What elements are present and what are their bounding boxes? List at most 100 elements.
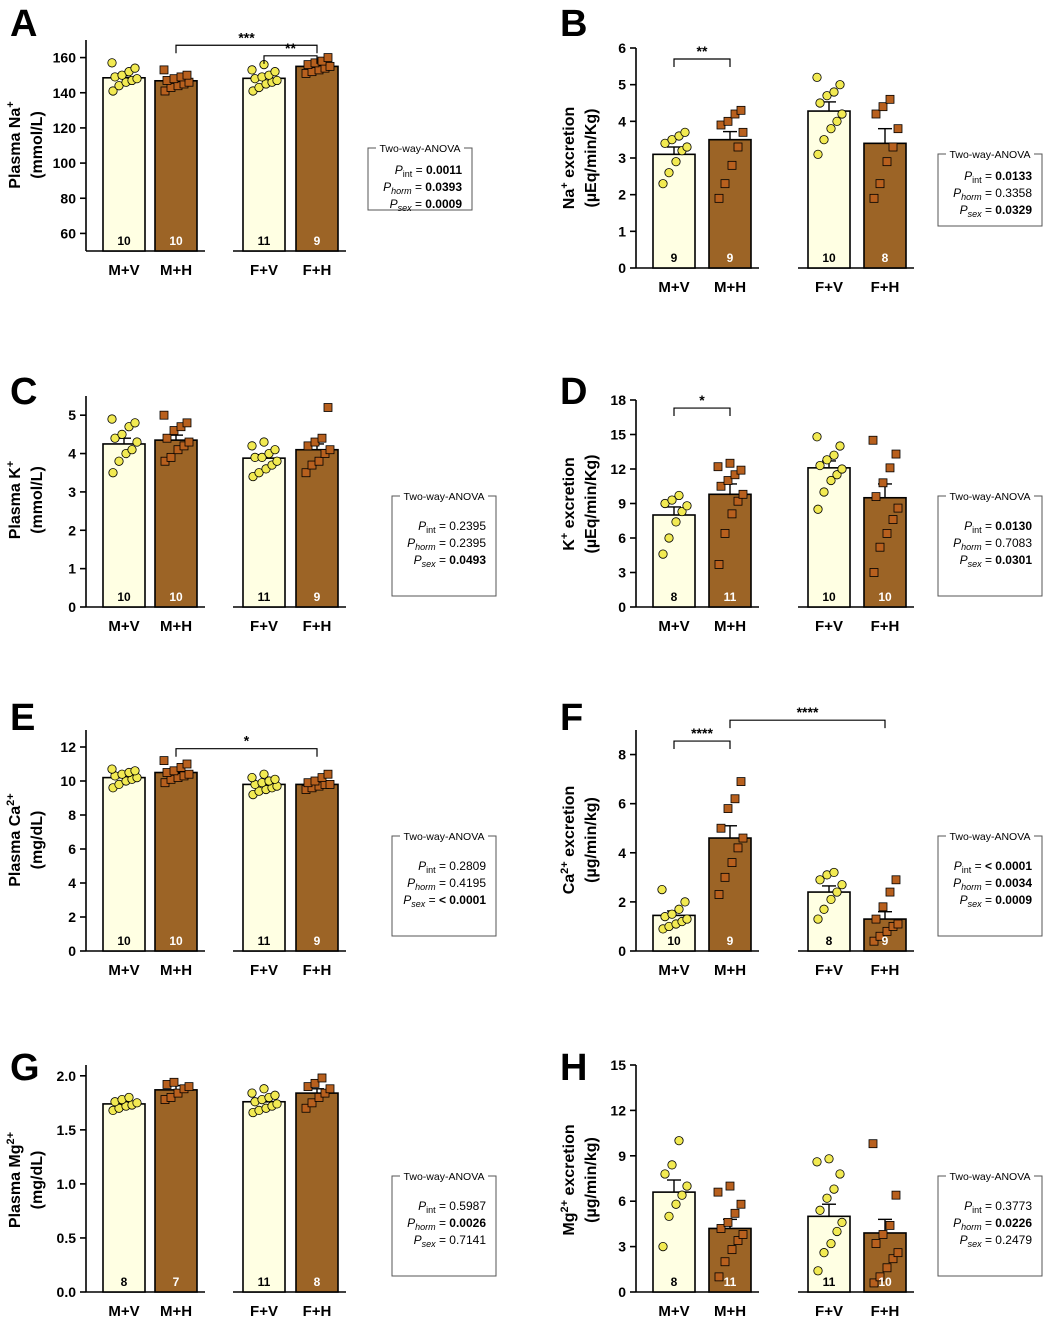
anova-p-horm: Phorm = 0.4195 [407,876,486,892]
panel-letter: B [560,3,587,45]
x-tick-label: M+H [714,962,746,979]
anova-p-int: Pint = 0.0133 [964,169,1032,185]
data-point [664,1211,674,1221]
data-point [325,1084,335,1094]
data-point [819,135,829,145]
data-point [714,193,724,203]
data-point [270,445,280,455]
data-point [132,74,142,84]
data-point [730,794,740,804]
n-label: 10 [117,234,131,248]
data-point [667,1160,677,1170]
p-symbol: P [953,1216,961,1230]
anova-p-horm: Phorm = 0.0226 [953,1216,1032,1232]
significance-bracket [673,407,731,417]
bar [863,496,907,608]
panel-b: B 0 1 2 3 4 5 6 Na+ excretion (µEq/min/Kg) 9 M+V 9 M+… [559,3,1043,296]
p-subscript: horm [391,186,412,196]
data-point [826,1238,836,1249]
anova-title: Two-way-ANOVA [950,1171,1031,1183]
data-point [727,858,737,867]
anova-p-int: Pint = 0.2809 [418,859,486,875]
p-equals: = [982,876,996,890]
p-value: 0.0011 [426,163,462,177]
data-point [869,193,879,203]
data-point [270,1090,280,1100]
bar [807,110,851,269]
data-point [736,1199,746,1209]
data-point [837,464,847,474]
data-point [716,823,726,833]
significance-label: **** [797,704,819,720]
n-label: 9 [314,234,321,248]
p-equals: = [436,1233,450,1247]
p-equals: = [971,859,985,873]
bar [154,1089,198,1293]
ylabel-rest: excretion [561,107,578,183]
data-point [247,772,257,783]
data-point [720,529,730,538]
p-symbol: P [960,1233,968,1247]
y-axis-label-line: K+ excretion [559,457,578,551]
y-tick-label: 15 [610,1057,626,1073]
bar [295,65,339,252]
p-equals: = [982,1216,996,1230]
bar [807,467,851,608]
p-value: < 0.0001 [439,893,486,907]
p-subscript: sex [968,209,983,219]
p-value: 0.0009 [425,197,462,211]
y-axis-label: Plasma Na+ (mmol/L) [5,101,46,188]
anova-p-horm: Phorm = 0.0034 [953,876,1032,892]
data-point [891,875,901,885]
data-point [257,452,267,462]
y-tick-label: 5 [618,77,626,93]
data-point [108,468,118,478]
p-symbol: P [407,536,415,550]
data-point [259,1084,269,1094]
y-tick-label: 4 [68,875,76,891]
y-axis-label-line: (µEq/min/Kg) [583,109,600,208]
data-point [127,445,137,455]
data-point [822,1193,832,1203]
data-point [107,58,117,68]
x-tick-label: M+H [714,279,746,296]
data-point [878,102,888,112]
data-point [885,463,895,473]
n-label: 9 [882,934,889,948]
data-point [184,1082,194,1092]
ylabel-ion: Plasma K [7,467,24,539]
data-point [660,138,670,148]
y-tick-label: 2 [618,187,626,203]
p-value: 0.0329 [995,203,1032,217]
x-tick-label: F+H [871,618,900,635]
p-subscript: sex [422,559,437,569]
p-equals: = [982,186,996,200]
anova-p-sex: Psex = 0.0009 [960,893,1033,909]
bar [242,1100,286,1293]
y-axis-label-line: Plasma Mg2+ [5,1132,24,1228]
anova-box [937,495,1043,597]
n-label: 8 [882,251,889,265]
p-value: 0.0393 [425,180,462,194]
y-tick-label: 8 [618,747,626,763]
data-point [736,777,746,786]
n-label: 10 [878,590,892,604]
anova-p-sex: Psex = 0.0009 [390,197,463,213]
data-point [815,460,825,471]
data-point [325,780,335,789]
data-point [832,1226,842,1237]
ylabel-ion: Plasma Mg [7,1144,24,1228]
data-point [716,481,726,491]
ylabel-rest: excretion [561,457,578,533]
n-label: 11 [258,1275,271,1289]
p-subscript: int [403,169,413,179]
data-point [660,1169,670,1179]
panel-g: G 0.0 0.5 1.0 1.5 2.0 Plasma Mg2+ (mg/dL) 8 M+V 7 M… [5,1047,497,1319]
data-point [323,53,333,62]
y-axis-label-line: (mg/dL) [29,811,46,870]
anova-p-horm: Phorm = 0.0393 [383,180,462,196]
data-point [323,403,333,412]
panel-letter: A [10,3,37,45]
anova-title-bg [946,829,1034,843]
